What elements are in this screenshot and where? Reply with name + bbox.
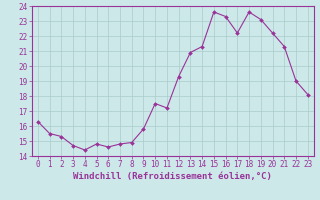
X-axis label: Windchill (Refroidissement éolien,°C): Windchill (Refroidissement éolien,°C) bbox=[73, 172, 272, 181]
